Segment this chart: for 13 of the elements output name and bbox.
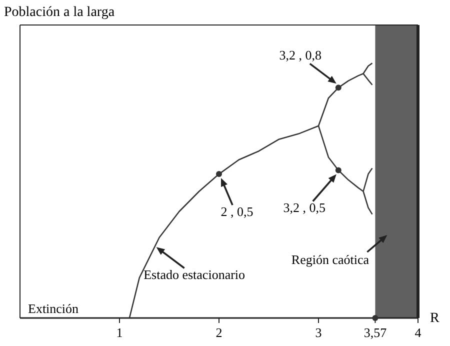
band-label: Región caótica	[291, 252, 370, 267]
x-tick-label: 3,57	[364, 325, 388, 340]
x-tick-label: 1	[116, 325, 123, 340]
x-tick-label: 3	[315, 325, 322, 340]
annotation: 3,2 , 0,5	[283, 200, 326, 216]
y-axis-title: Población a la larga	[4, 5, 116, 20]
x-tick-label: 2	[216, 325, 222, 340]
annotation: Extinción	[28, 301, 80, 316]
x-axis-title: R	[430, 311, 440, 326]
annotation: 3,2 , 0,8	[279, 48, 322, 63]
annotation: 2 , 0,5	[220, 204, 254, 220]
x-tick-label: 4	[414, 325, 422, 340]
annotation: Estado estacionario	[144, 267, 246, 282]
